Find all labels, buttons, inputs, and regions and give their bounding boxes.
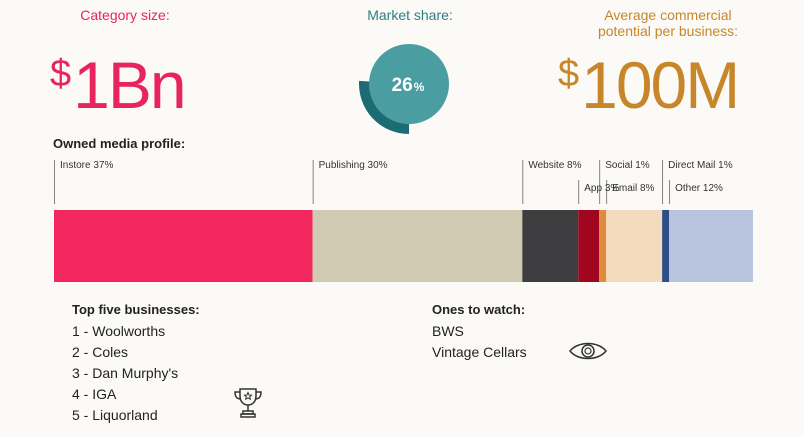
category-size-label: Category size: <box>80 7 170 23</box>
list-item: 1 - Woolworths <box>72 323 166 339</box>
category-size-value: $1Bn <box>50 52 187 118</box>
list-item: Vintage Cellars <box>432 344 527 360</box>
bar-segment-app <box>578 210 600 282</box>
eye-icon <box>569 342 607 360</box>
ones-to-watch-title: Ones to watch: <box>432 302 526 317</box>
commercial-potential-label-line1: Average commercial <box>604 7 732 23</box>
ones-to-watch-list: BWS Vintage Cellars <box>432 321 527 363</box>
segment-label-app: App 3% <box>584 183 619 194</box>
media-profile-title: Owned media profile: <box>53 136 186 151</box>
segment-label-social: Social 1% <box>605 160 650 171</box>
list-item: 4 - IGA <box>72 386 117 402</box>
bar-segment-direct-mail <box>662 210 670 282</box>
commercial-potential-label-line2: potential per business: <box>597 23 739 39</box>
segment-label-other: Other 12% <box>675 183 723 194</box>
segment-label-email: Email 8% <box>612 183 654 194</box>
trophy-icon <box>234 388 262 418</box>
top-five-title: Top five businesses: <box>72 302 200 317</box>
category-amount: 1Bn <box>73 48 186 122</box>
potential-amount: 100M <box>581 48 740 122</box>
segment-label-publishing: Publishing 30% <box>319 160 388 171</box>
list-item: 3 - Dan Murphy's <box>72 365 179 381</box>
potential-currency: $ <box>558 53 580 95</box>
bar-segment-other <box>669 210 753 282</box>
category-currency: $ <box>50 53 72 95</box>
bar-segment-website <box>522 210 579 282</box>
segment-label-website: Website 8% <box>528 160 581 171</box>
commercial-potential-value: $100M <box>558 52 740 118</box>
list-item: 5 - Liquorland <box>72 407 158 423</box>
market-share-label: Market share: <box>367 7 453 23</box>
top-five-list: 1 - Woolworths 2 - Coles 3 - Dan Murphy'… <box>72 321 178 426</box>
media-profile-chart: Instore 37% Publishing 30% Website 8% App 3… <box>54 160 753 282</box>
segment-label-instore: Instore 37% <box>60 160 113 171</box>
list-item: BWS <box>432 323 464 339</box>
list-item: 2 - Coles <box>72 344 129 360</box>
bar-segment-instore <box>54 210 313 282</box>
bar-segment-social <box>599 210 607 282</box>
market-share-chart: 26% <box>359 44 449 134</box>
bar-segment-publishing <box>312 210 523 282</box>
bar-segment-email <box>606 210 663 282</box>
market-share-circle <box>369 44 449 124</box>
segment-label-direct-mail: Direct Mail 1% <box>668 160 733 171</box>
commercial-potential-label: Average commercial potential per busines… <box>578 7 758 39</box>
market-share-value: 26% <box>392 75 425 96</box>
